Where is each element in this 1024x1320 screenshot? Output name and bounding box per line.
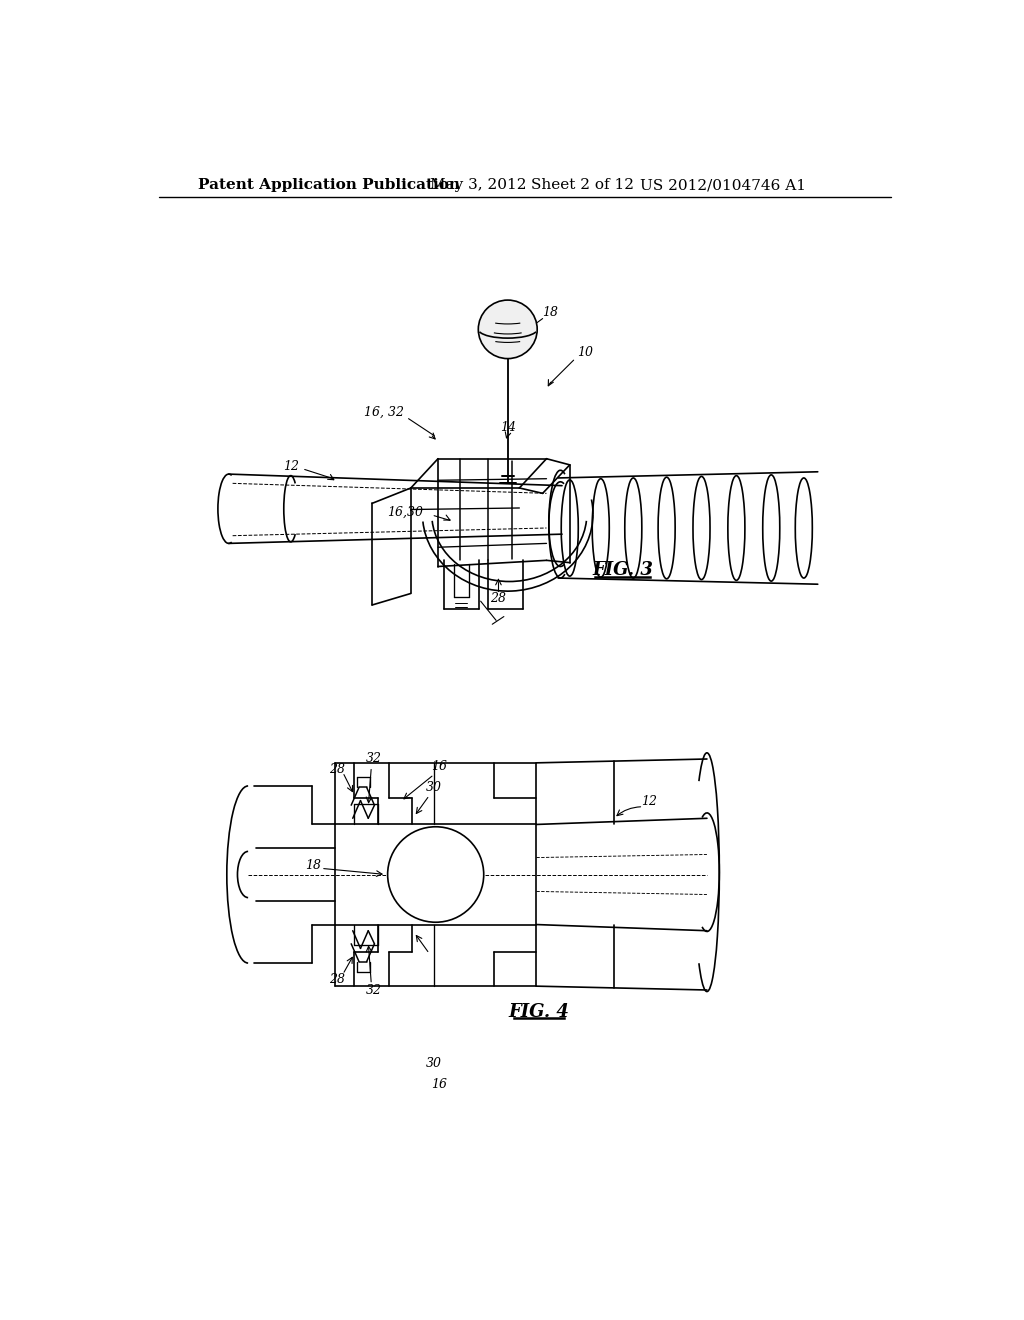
Text: May 3, 2012: May 3, 2012: [430, 178, 526, 193]
Text: 28: 28: [330, 763, 345, 776]
Text: 18: 18: [305, 859, 322, 871]
Text: 32: 32: [366, 983, 382, 997]
Circle shape: [388, 826, 483, 923]
Text: 14: 14: [500, 421, 516, 434]
Text: 32: 32: [366, 752, 382, 766]
Text: Patent Application Publication: Patent Application Publication: [198, 178, 460, 193]
Text: 16, 32: 16, 32: [364, 407, 403, 418]
Text: 12: 12: [641, 795, 656, 808]
Text: 18: 18: [543, 306, 558, 319]
Text: 12: 12: [283, 459, 299, 473]
Text: FIG. 4: FIG. 4: [508, 1003, 569, 1020]
Text: 16: 16: [431, 1078, 447, 1092]
Text: 16: 16: [431, 760, 447, 774]
Text: 16,30: 16,30: [387, 506, 424, 519]
Text: 10: 10: [578, 346, 593, 359]
Text: 30: 30: [426, 781, 442, 795]
Text: US 2012/0104746 A1: US 2012/0104746 A1: [640, 178, 806, 193]
Text: FIG. 3: FIG. 3: [592, 561, 653, 579]
Text: 28: 28: [330, 973, 345, 986]
Text: Sheet 2 of 12: Sheet 2 of 12: [531, 178, 634, 193]
Text: 28: 28: [490, 593, 507, 606]
Text: 30: 30: [426, 1057, 442, 1071]
Circle shape: [478, 300, 538, 359]
